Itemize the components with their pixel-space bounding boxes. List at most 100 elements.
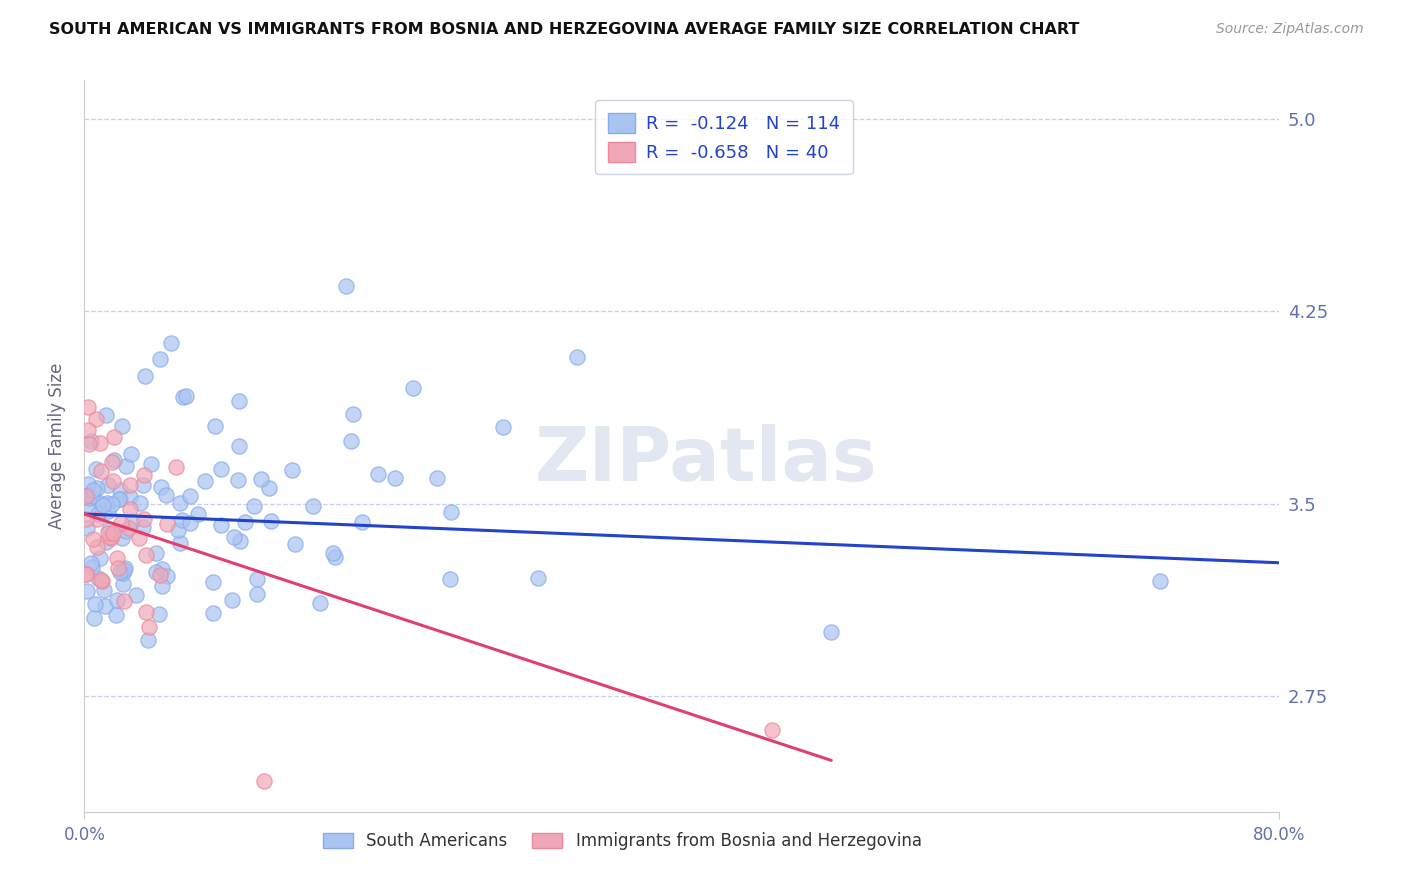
Point bbox=[82, 532, 104, 546]
Point bbox=[134, 368, 156, 383]
Point bbox=[93, 582, 115, 597]
Point bbox=[77, 500, 100, 515]
Point bbox=[169, 536, 191, 550]
Point bbox=[79, 488, 101, 502]
Point bbox=[243, 499, 266, 513]
Point bbox=[132, 468, 155, 483]
Point bbox=[131, 478, 153, 492]
Point bbox=[309, 596, 332, 610]
Point bbox=[104, 607, 127, 622]
Point bbox=[402, 381, 425, 395]
Point bbox=[172, 390, 194, 404]
Point bbox=[98, 530, 121, 544]
Point bbox=[96, 477, 118, 491]
Point bbox=[107, 593, 129, 607]
Point bbox=[105, 551, 128, 566]
Point bbox=[84, 598, 107, 612]
Point bbox=[120, 490, 142, 504]
Point bbox=[90, 464, 112, 478]
Point bbox=[246, 573, 269, 587]
Point bbox=[150, 562, 173, 576]
Point bbox=[567, 351, 589, 365]
Point bbox=[112, 563, 135, 577]
Point bbox=[128, 495, 150, 509]
Point bbox=[82, 560, 104, 574]
Point bbox=[176, 389, 198, 403]
Point bbox=[253, 773, 276, 788]
Point bbox=[118, 501, 141, 516]
Point bbox=[82, 483, 104, 497]
Point bbox=[134, 512, 156, 526]
Point bbox=[167, 523, 190, 537]
Point bbox=[384, 471, 406, 485]
Point bbox=[141, 457, 163, 471]
Point bbox=[149, 567, 172, 582]
Point bbox=[156, 516, 179, 531]
Point bbox=[91, 574, 114, 588]
Point bbox=[100, 497, 122, 511]
Point bbox=[120, 447, 142, 461]
Point bbox=[110, 491, 132, 506]
Point bbox=[111, 531, 134, 545]
Point bbox=[204, 419, 226, 434]
Point bbox=[101, 455, 124, 469]
Point bbox=[94, 409, 117, 423]
Point bbox=[94, 534, 117, 549]
Point bbox=[103, 430, 125, 444]
Point bbox=[135, 605, 157, 619]
Point bbox=[77, 423, 100, 437]
Point bbox=[439, 572, 461, 586]
Point bbox=[76, 476, 98, 491]
Point bbox=[83, 610, 105, 624]
Point bbox=[80, 556, 103, 570]
Point bbox=[1149, 574, 1171, 588]
Point bbox=[228, 439, 250, 453]
Point bbox=[108, 565, 131, 579]
Point bbox=[128, 531, 150, 545]
Point bbox=[284, 536, 307, 550]
Point bbox=[101, 475, 124, 489]
Point bbox=[89, 551, 111, 566]
Point bbox=[228, 473, 250, 487]
Point bbox=[91, 498, 114, 512]
Point bbox=[86, 507, 108, 521]
Point bbox=[367, 467, 389, 481]
Point bbox=[111, 418, 134, 433]
Point bbox=[97, 504, 120, 518]
Point bbox=[86, 412, 108, 426]
Point bbox=[115, 524, 138, 539]
Point bbox=[75, 489, 97, 503]
Point bbox=[107, 561, 129, 575]
Point bbox=[77, 491, 100, 505]
Point bbox=[820, 625, 842, 640]
Point bbox=[194, 475, 217, 489]
Point bbox=[260, 514, 283, 528]
Point bbox=[89, 496, 111, 510]
Point bbox=[136, 632, 159, 647]
Point bbox=[100, 531, 122, 545]
Point bbox=[187, 508, 209, 522]
Point bbox=[335, 278, 357, 293]
Point bbox=[103, 453, 125, 467]
Point bbox=[94, 599, 117, 613]
Point bbox=[75, 512, 97, 526]
Point bbox=[250, 472, 273, 486]
Point bbox=[118, 521, 141, 535]
Point bbox=[325, 549, 347, 564]
Point bbox=[89, 435, 111, 450]
Point bbox=[440, 505, 463, 519]
Point bbox=[135, 548, 157, 562]
Point bbox=[148, 607, 170, 622]
Point bbox=[322, 546, 344, 560]
Point bbox=[301, 499, 323, 513]
Point bbox=[145, 546, 167, 560]
Point bbox=[138, 620, 160, 634]
Point bbox=[114, 458, 136, 473]
Point bbox=[114, 561, 136, 575]
Point bbox=[222, 530, 245, 544]
Point bbox=[165, 460, 187, 475]
Point bbox=[90, 573, 112, 587]
Point bbox=[257, 481, 280, 495]
Point bbox=[526, 571, 548, 585]
Point bbox=[201, 574, 224, 589]
